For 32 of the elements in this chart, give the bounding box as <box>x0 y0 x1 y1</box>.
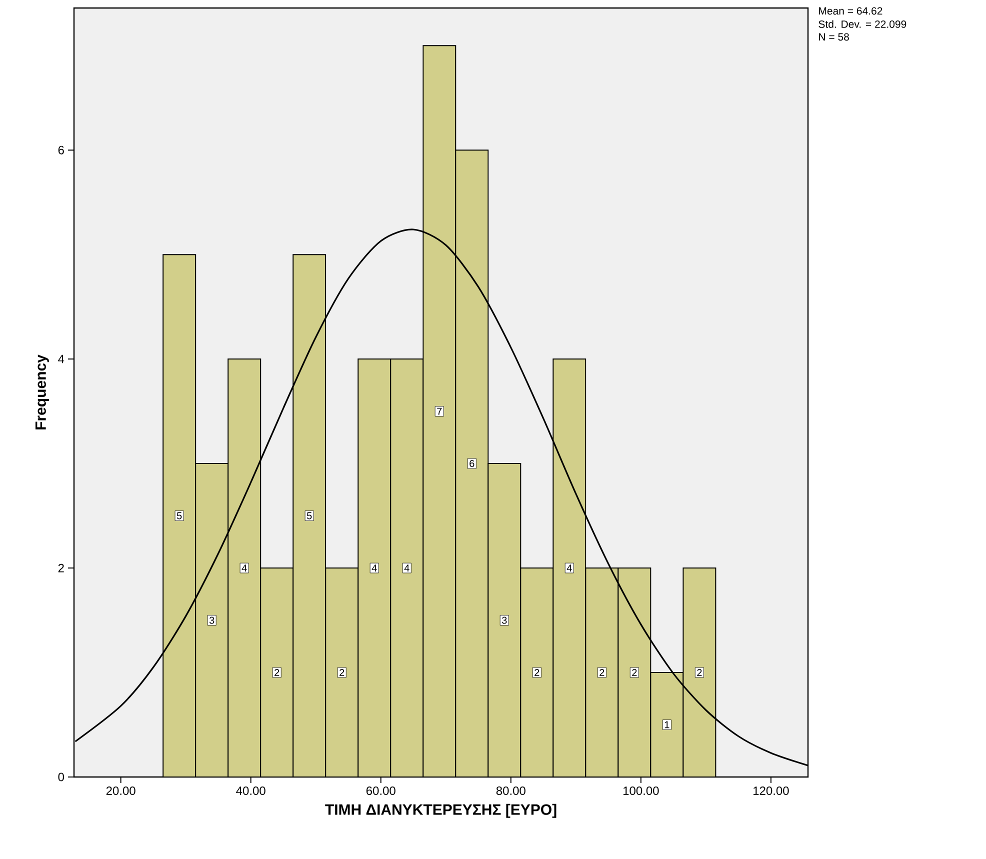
y-tick-label: 4 <box>58 354 64 364</box>
data-label: 1 <box>664 721 670 728</box>
x-tick-label: 80.00 <box>496 786 526 796</box>
x-tick-label: 120.00 <box>754 786 789 796</box>
data-label: 5 <box>306 512 312 520</box>
data-label: 3 <box>209 616 214 624</box>
x-tick-label: 20.00 <box>106 786 136 796</box>
data-label: 2 <box>600 669 604 676</box>
y-tick-label: 2 <box>58 564 64 572</box>
x-tick-label: 40.00 <box>236 786 266 796</box>
data-label: 6 <box>470 460 474 468</box>
text: N = 58 <box>819 33 849 41</box>
text: Std. Dev. = 22.099 <box>818 20 906 28</box>
data-label: 4 <box>372 564 377 572</box>
y-tick-label: 0 <box>58 772 64 782</box>
text: Mean = 64.62 <box>819 7 882 15</box>
y-axis-title: Frequency <box>36 354 49 430</box>
data-label: 4 <box>566 564 572 572</box>
x-tick-label: 60.00 <box>366 786 396 796</box>
x-axis-title: ΤΙΜΗ ΔΙΑΝΥΚΤΕΡΕΥΣΗΣ [ΕΥΡΟ] <box>325 804 556 818</box>
data-label: 4 <box>404 564 410 572</box>
data-label: 5 <box>176 512 182 520</box>
data-label: 3 <box>502 616 507 624</box>
data-label: 2 <box>274 669 280 676</box>
data-label: 7 <box>437 408 442 415</box>
data-label: 2 <box>697 669 702 676</box>
data-label: 2 <box>340 669 344 676</box>
data-label: 4 <box>242 564 247 572</box>
data-label: 2 <box>534 669 540 676</box>
data-label: 2 <box>632 669 637 676</box>
y-tick-label: 6 <box>58 146 64 154</box>
x-tick-label: 100.00 <box>623 786 659 796</box>
